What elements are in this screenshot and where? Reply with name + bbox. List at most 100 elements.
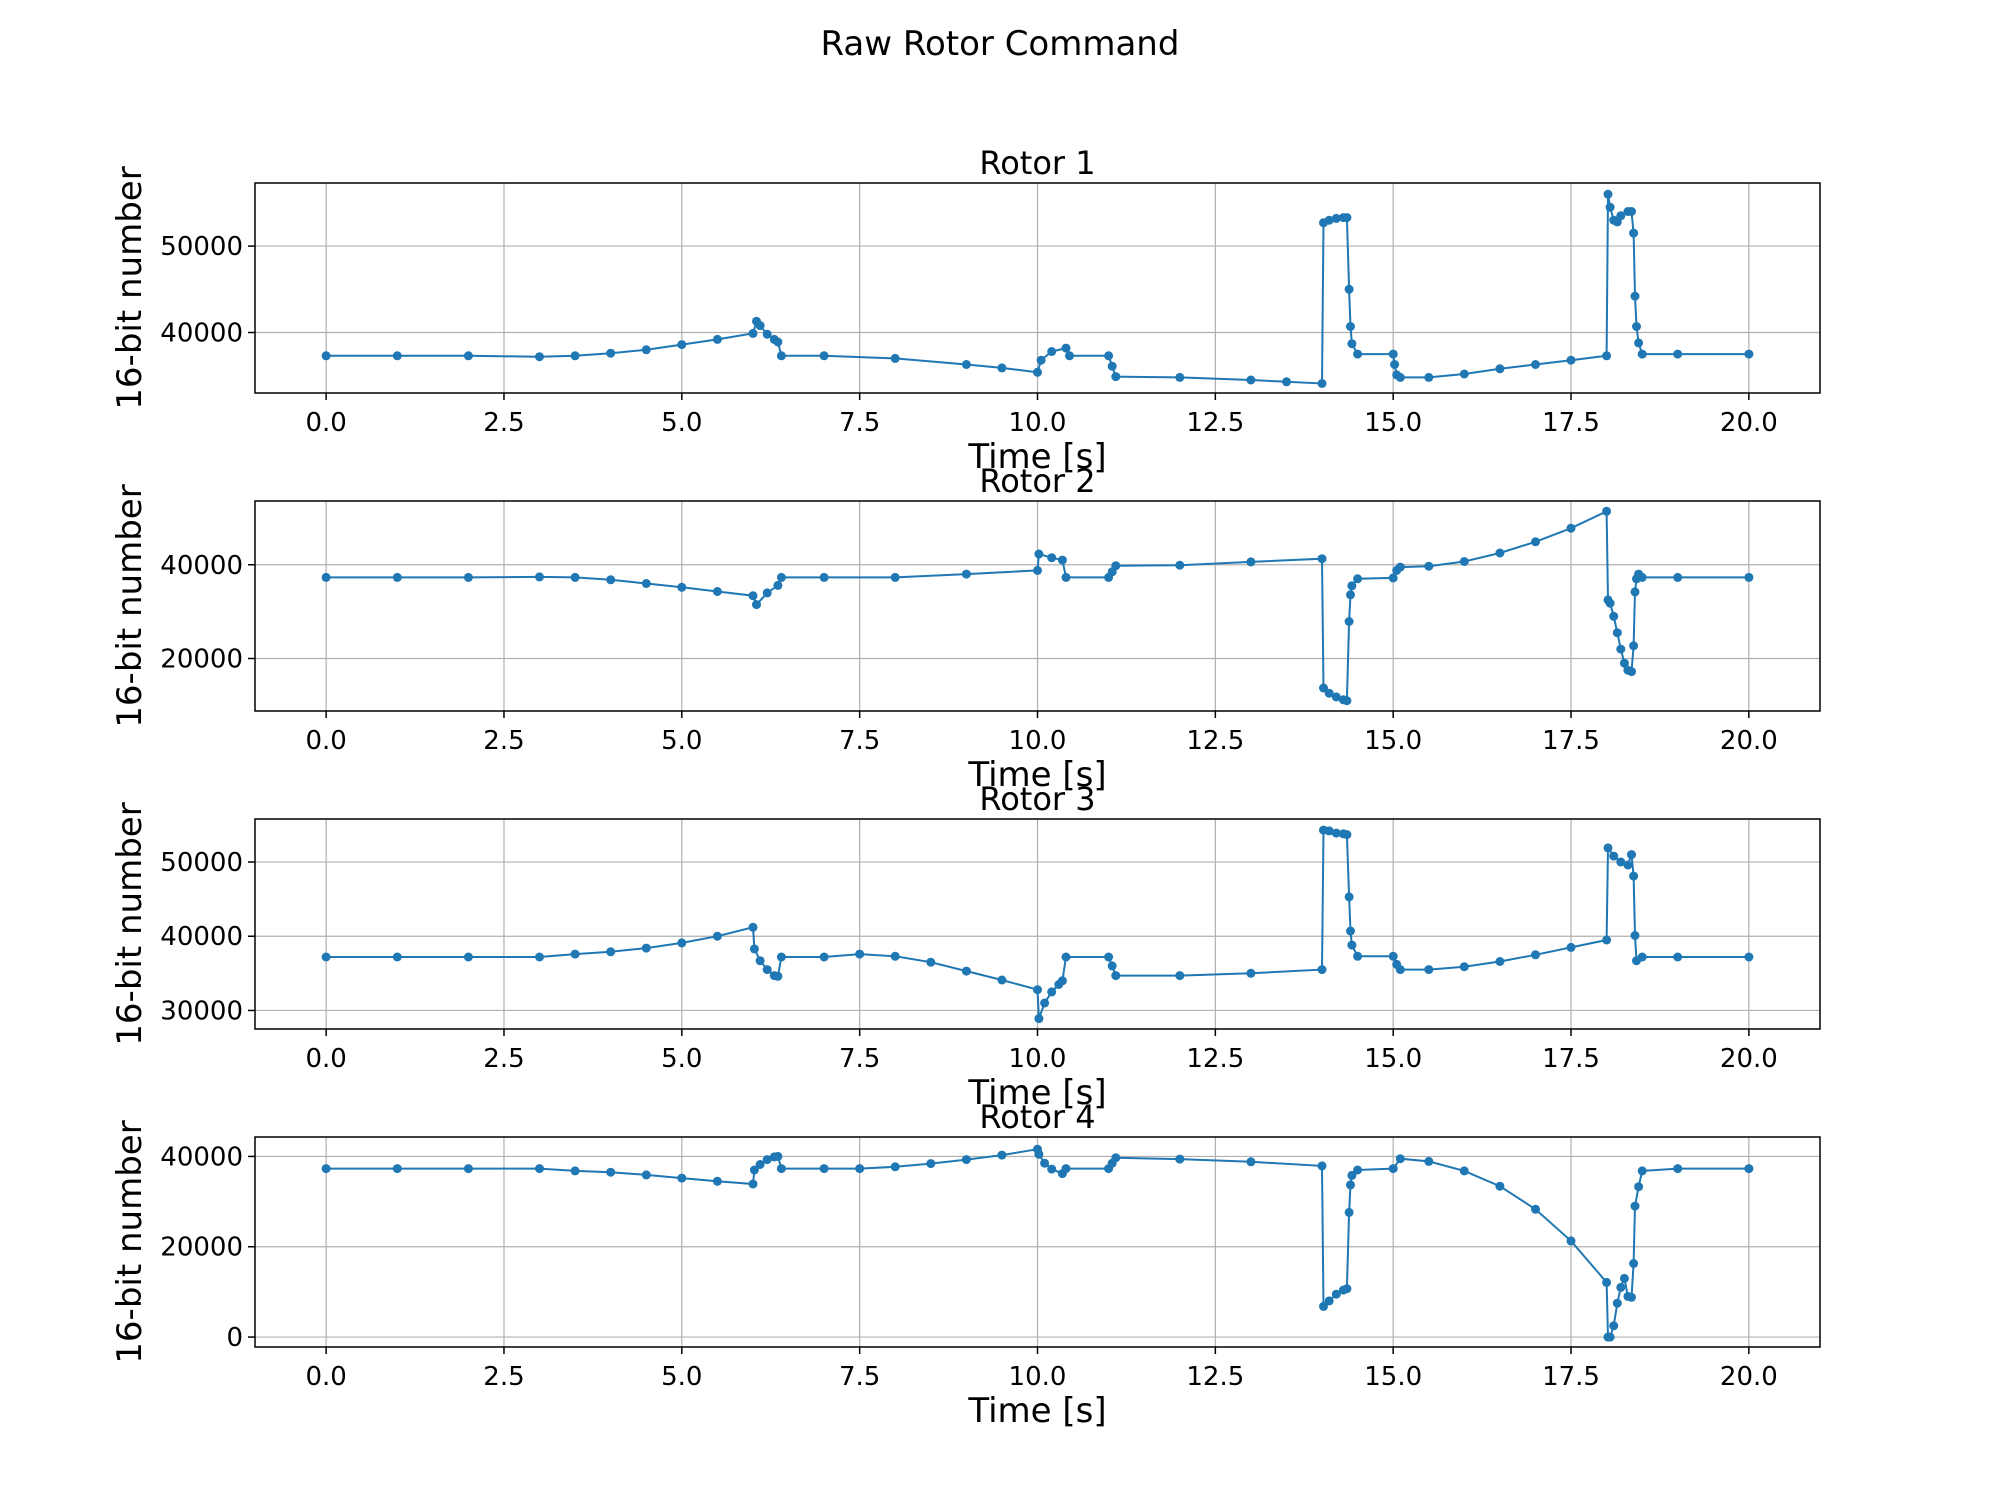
data-point bbox=[1395, 562, 1405, 572]
data-point bbox=[1388, 573, 1398, 583]
data-point bbox=[1627, 1292, 1636, 1302]
data-point bbox=[1047, 987, 1057, 997]
data-point bbox=[1531, 537, 1540, 547]
data-point bbox=[776, 572, 786, 582]
data-point bbox=[535, 952, 544, 962]
y-axis-label: 16-bit number bbox=[110, 1120, 150, 1363]
x-tick-label: 7.5 bbox=[839, 1044, 880, 1074]
data-point bbox=[1246, 1157, 1256, 1167]
data-point bbox=[855, 1164, 865, 1174]
data-point bbox=[606, 1167, 616, 1177]
data-point bbox=[1344, 892, 1354, 902]
x-tick-label: 10.0 bbox=[1009, 726, 1067, 756]
data-point bbox=[1061, 572, 1071, 582]
subplot-title: Rotor 3 bbox=[979, 780, 1095, 818]
y-tick-label: 50000 bbox=[160, 232, 243, 262]
data-point bbox=[1495, 548, 1505, 558]
x-axis-label: Time [s] bbox=[967, 437, 1106, 477]
data-point bbox=[1342, 1284, 1352, 1294]
data-point bbox=[1246, 968, 1256, 978]
x-tick-label: 2.5 bbox=[483, 408, 524, 438]
x-axis-label: Time [s] bbox=[967, 1391, 1106, 1431]
data-point bbox=[1344, 617, 1354, 626]
data-point bbox=[1495, 364, 1505, 374]
data-point bbox=[762, 588, 772, 598]
x-tick-label: 15.0 bbox=[1364, 726, 1422, 756]
data-point bbox=[890, 572, 900, 582]
data-point bbox=[677, 582, 687, 592]
data-point bbox=[1047, 1164, 1057, 1174]
data-point bbox=[752, 600, 761, 610]
data-point bbox=[1566, 523, 1576, 533]
data-point bbox=[1347, 940, 1357, 950]
data-point bbox=[1609, 611, 1619, 621]
x-tick-label: 10.0 bbox=[1009, 1044, 1067, 1074]
data-point bbox=[926, 1159, 936, 1169]
data-point bbox=[1324, 1296, 1334, 1306]
data-point bbox=[1602, 935, 1612, 945]
data-point bbox=[712, 1176, 722, 1186]
subplot-rotor-3: 0.0 2.5 5.0 7.5 10.0 12.5 15.0 17.5 20.0 30000 400… bbox=[110, 780, 1821, 1113]
data-point bbox=[1424, 965, 1434, 975]
data-point bbox=[1630, 931, 1640, 940]
data-point bbox=[1331, 213, 1341, 223]
data-point bbox=[1424, 372, 1434, 382]
subplot-rotor-1: 0.0 2.5 5.0 7.5 10.0 12.5 15.0 17.5 20.0 40000 500… bbox=[110, 144, 1821, 477]
data-point bbox=[1395, 965, 1405, 975]
data-point bbox=[1388, 1164, 1398, 1174]
data-point bbox=[1346, 1180, 1355, 1190]
data-point bbox=[1673, 1164, 1683, 1174]
data-point bbox=[570, 949, 580, 959]
data-point bbox=[606, 348, 616, 358]
data-point bbox=[776, 351, 786, 361]
data-point bbox=[1065, 351, 1074, 361]
x-tick-label: 0.0 bbox=[305, 726, 346, 756]
data-point bbox=[819, 1164, 829, 1174]
data-point bbox=[1634, 338, 1644, 348]
data-point bbox=[641, 579, 651, 588]
data-point bbox=[1040, 998, 1050, 1008]
data-point bbox=[570, 572, 580, 582]
data-point bbox=[1047, 553, 1057, 563]
data-point bbox=[712, 931, 722, 941]
data-point bbox=[748, 1179, 758, 1189]
data-point bbox=[1111, 372, 1121, 382]
x-tick-label: 20.0 bbox=[1720, 1044, 1778, 1074]
data-point bbox=[1317, 554, 1327, 564]
data-point bbox=[1317, 965, 1327, 975]
data-point bbox=[1033, 985, 1042, 995]
data-point bbox=[1047, 347, 1057, 356]
data-point bbox=[1388, 349, 1398, 359]
data-point bbox=[1347, 1170, 1357, 1180]
data-point bbox=[1175, 1154, 1185, 1164]
y-axis-label: 16-bit number bbox=[110, 484, 150, 727]
data-point bbox=[392, 572, 402, 582]
data-point bbox=[1353, 951, 1363, 961]
data-point bbox=[1566, 355, 1576, 365]
data-point bbox=[1034, 1149, 1044, 1159]
data-point bbox=[712, 587, 722, 596]
data-point bbox=[1395, 372, 1405, 382]
data-point bbox=[1036, 355, 1046, 365]
data-point bbox=[712, 334, 722, 344]
data-point bbox=[1034, 549, 1044, 559]
data-point bbox=[1566, 1236, 1576, 1246]
data-point bbox=[773, 580, 783, 590]
data-point bbox=[1632, 322, 1641, 331]
data-point bbox=[1459, 557, 1469, 566]
data-point bbox=[1602, 506, 1612, 516]
x-tick-label: 12.5 bbox=[1186, 1044, 1244, 1074]
subplot-title: Rotor 2 bbox=[979, 462, 1095, 500]
x-tick-label: 12.5 bbox=[1186, 1362, 1244, 1392]
data-point bbox=[1175, 971, 1185, 981]
data-point bbox=[321, 351, 331, 361]
x-tick-label: 5.0 bbox=[661, 726, 702, 756]
data-point bbox=[762, 329, 772, 339]
data-point bbox=[961, 360, 971, 369]
data-point bbox=[1246, 375, 1256, 385]
x-tick-label: 7.5 bbox=[839, 408, 880, 438]
data-point bbox=[926, 957, 936, 967]
data-point bbox=[1634, 1182, 1644, 1192]
data-point bbox=[1324, 826, 1334, 836]
